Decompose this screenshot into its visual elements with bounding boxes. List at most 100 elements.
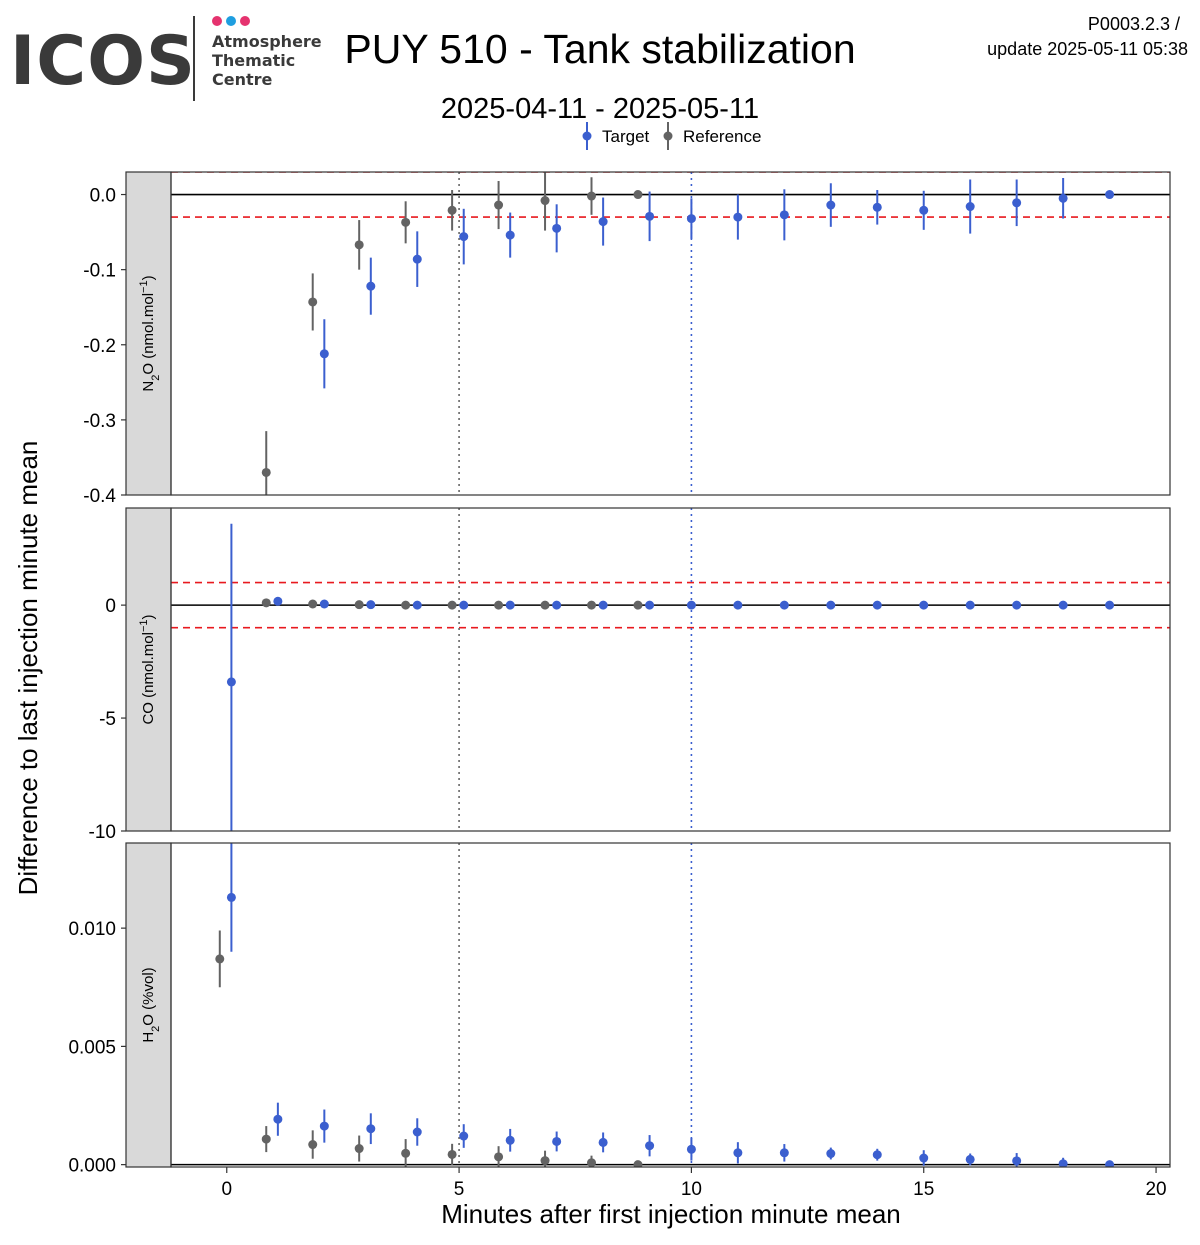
legend-target-label: Target [602, 127, 650, 146]
target-point [226, 677, 236, 687]
reference-point [354, 600, 364, 610]
target-point [686, 214, 696, 224]
panel-2: CO (nmol.mol−1) 0 -5 -10 [89, 507, 1171, 843]
target-point [872, 202, 882, 212]
x-tick-label: 10 [681, 1179, 702, 1200]
target-point [1012, 1156, 1022, 1166]
x-tick-label: 15 [913, 1179, 934, 1200]
panel-frame [170, 171, 1171, 496]
panel-strip [125, 171, 172, 496]
target-point [273, 596, 283, 606]
reference-point [633, 600, 643, 610]
y-tick-label: -0.2 [83, 336, 116, 357]
legend-reference-marker [663, 131, 673, 141]
target-point [826, 200, 836, 210]
target-point [459, 232, 469, 242]
target-point [552, 600, 562, 610]
target-point [505, 1135, 515, 1145]
y-tick-label: -0.3 [83, 411, 116, 432]
y-axis-title: Difference to last injection minute mean [13, 441, 43, 896]
y-tick-label: -10 [89, 822, 116, 843]
reference-point [401, 217, 411, 227]
reference-point [447, 600, 457, 610]
logo-sub-line-2: Thematic [212, 51, 295, 70]
target-point [226, 892, 236, 902]
panel-plot-area [171, 508, 1170, 831]
target-point [826, 600, 836, 610]
target-point [319, 349, 329, 359]
reference-point [540, 196, 550, 206]
target-point [779, 600, 789, 610]
panel-strip [125, 507, 172, 832]
y-tick-label: 0.000 [68, 1156, 116, 1177]
panel-3: H2O (%vol) 0.000 0.005 0.010 [68, 842, 1171, 1177]
target-point [505, 230, 515, 240]
logo-dot-2 [226, 16, 236, 26]
reference-point [261, 1134, 271, 1144]
panel-strip-label: N2O (nmol.mol−1) [138, 275, 162, 391]
target-point [366, 281, 376, 291]
target-point [552, 223, 562, 233]
target-point [919, 205, 929, 215]
target-point [826, 1149, 836, 1159]
target-point [733, 1148, 743, 1158]
target-point [965, 202, 975, 212]
target-point [965, 1154, 975, 1164]
target-point [779, 210, 789, 220]
chart-subtitle: 2025-04-11 - 2025-05-11 [441, 93, 759, 125]
panels: N2O (nmol.mol−1)0.0-0.1-0.2-0.3-0.4CO (n… [68, 171, 1171, 1200]
target-point [1058, 600, 1068, 610]
reference-point [308, 297, 318, 307]
target-point [919, 1153, 929, 1163]
reference-point [587, 600, 597, 610]
reference-point [494, 600, 504, 610]
target-point [965, 600, 975, 610]
target-point [872, 1150, 882, 1160]
chart-title: PUY 510 - Tank stabilization [344, 26, 855, 72]
target-point [412, 600, 422, 610]
target-point [779, 1148, 789, 1158]
target-point [645, 600, 655, 610]
legend-target-marker [582, 131, 592, 141]
reference-point [633, 190, 643, 200]
target-point [872, 600, 882, 610]
update-label: update 2025-05-11 05:38 [987, 39, 1188, 59]
target-point [319, 1121, 329, 1131]
reference-point [447, 205, 457, 215]
x-axis: 0 5 10 15 20 [221, 1167, 1167, 1200]
panel-1: N2O (nmol.mol−1) 0.0 -0.1 -0.2 -0.3 -0.4 [83, 171, 1171, 507]
reference-point [401, 600, 411, 610]
logo-sub-line-3: Centre [212, 70, 273, 89]
target-point [919, 600, 929, 610]
target-point [505, 600, 515, 610]
logo-dot-3 [240, 16, 250, 26]
target-point [412, 1127, 422, 1137]
y-tick-label: -5 [99, 709, 116, 730]
legend: Target Reference [582, 122, 761, 150]
x-axis-title: Minutes after first injection minute mea… [441, 1199, 901, 1229]
reference-point [308, 599, 318, 609]
target-point [598, 600, 608, 610]
panel-plot-area [171, 843, 1170, 1167]
reference-point [308, 1140, 318, 1150]
target-point [645, 211, 655, 221]
target-point [598, 1137, 608, 1147]
target-point [1105, 1160, 1115, 1167]
target-point [459, 600, 469, 610]
legend-reference-label: Reference [683, 127, 761, 146]
x-tick-label: 20 [1145, 1179, 1166, 1200]
target-point [319, 599, 329, 609]
y-tick-label: -0.1 [83, 261, 116, 282]
x-tick-label: 0 [221, 1179, 232, 1200]
y-tick-label: 0.010 [68, 919, 116, 940]
panel-frame [170, 842, 1171, 1168]
icos-logo: ICOS Atmosphere Thematic Centre [10, 16, 322, 101]
target-point [1012, 600, 1022, 610]
target-point [645, 1141, 655, 1151]
y-tick-label: 0.0 [90, 186, 116, 207]
reference-point [261, 598, 271, 608]
target-point [273, 1114, 283, 1124]
logo-wordmark: ICOS [10, 22, 196, 101]
target-point [686, 1144, 696, 1154]
